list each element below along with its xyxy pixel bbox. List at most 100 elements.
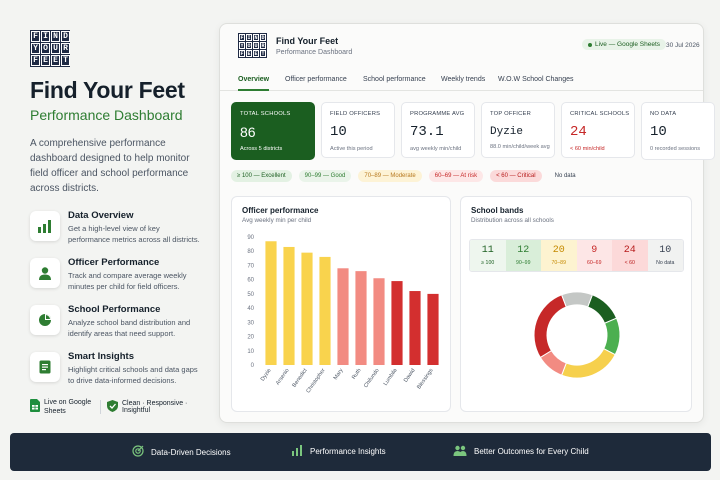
logo-letter: N [51, 31, 60, 42]
brand-title: Find Your Feet [30, 77, 185, 103]
panel-title: School bands [471, 206, 524, 215]
panel-subtitle: Distribution across all schools [471, 217, 554, 224]
brand-description: A comprehensive performance dashboard de… [30, 138, 190, 194]
tab-school-performance[interactable]: School performance [363, 76, 426, 83]
kpi-field-officers[interactable]: FIELD OFFICERS 10 Active this period [321, 102, 395, 158]
donut-slice[interactable] [603, 317, 621, 356]
logo-letter: Y [239, 42, 245, 49]
bar-chart-icon [30, 211, 60, 241]
legend-item: No data [554, 173, 576, 179]
kpi-top-officer[interactable]: TOP OFFICER Dyzie 88.0 min/child/week av… [481, 102, 555, 158]
kpi-value: 86 [240, 124, 256, 140]
target-icon [132, 445, 144, 459]
logo-letter: O [246, 42, 252, 49]
logo-letter: F [239, 34, 245, 41]
logo-letter: E [41, 55, 50, 66]
feature-title: Officer Performance [68, 257, 160, 268]
dashboard-subtitle: Performance Dashboard [276, 48, 353, 56]
band-count: 24 [623, 245, 636, 256]
footer-item-outcomes: Better Outcomes for Every Child [453, 445, 589, 458]
bar-benedict[interactable] [301, 252, 313, 365]
bar-chifundo[interactable] [373, 278, 385, 365]
band-count: 10 [659, 245, 672, 256]
dashboard-window: F I N D Y O U R F E E T Find Your Feet P… [219, 23, 715, 423]
band-range: 90–99 [516, 260, 531, 266]
donut-slice[interactable] [533, 294, 567, 359]
footer-label: Better Outcomes for Every Child [474, 447, 589, 456]
logo-letter: D [61, 31, 70, 42]
band-cell: 24 < 60 [612, 240, 648, 271]
feature-school-performance: School Performance Analyze school band d… [30, 304, 212, 339]
footer-item-data-driven: Data-Driven Decisions [132, 445, 231, 459]
person-icon [30, 258, 60, 288]
band-range: 60–69 [587, 260, 602, 266]
badge-row: Live on Google Sheets Clean · Responsive… [30, 398, 212, 416]
kpi-critical-schools[interactable]: CRITICAL SCHOOLS 24 < 60 min/child [561, 102, 635, 158]
quality-badge: Clean · Responsive · Insightful [100, 400, 212, 414]
kpi-label: FIELD OFFICERS [330, 111, 381, 117]
logo-letter: R [61, 43, 70, 54]
bar-mary[interactable] [337, 268, 349, 365]
bar-dawid[interactable] [409, 291, 421, 365]
status-dot-icon [588, 42, 592, 47]
kpi-note: Active this period [330, 146, 373, 152]
bar-dyzie[interactable] [265, 241, 277, 365]
feature-description: Get a high-level view of key performance… [68, 224, 200, 244]
pie-chart-icon [30, 305, 60, 335]
report-date: 30 Jul 2026 [666, 42, 700, 49]
x-tick-label: Ruth [351, 368, 363, 381]
feature-description: Highlight critical schools and data gaps… [68, 365, 198, 385]
logo-letter: E [253, 50, 259, 57]
logo-letter: F [239, 50, 245, 57]
donut-slice[interactable] [560, 291, 594, 308]
logo-letter: Y [31, 43, 40, 54]
logo-letter: D [260, 34, 266, 41]
band-range: < 60 [624, 260, 635, 266]
bar-ruth[interactable] [355, 271, 367, 365]
dashboard-logo: F I N D Y O U R F E E T [238, 33, 267, 58]
kpi-value: 24 [570, 124, 587, 140]
kpi-programme-avg[interactable]: PROGRAMME AVG 73.1 avg weekly min/child [401, 102, 475, 158]
band-count: 11 [481, 245, 494, 256]
legend-item: ≥ 100 — Excellent [231, 170, 292, 182]
dashboard-title: Find Your Feet [276, 35, 339, 46]
logo-letter: U [51, 43, 60, 54]
legend-item: 60–69 — At risk [428, 170, 484, 182]
kpi-note: 88.0 min/child/week avg [490, 144, 550, 150]
feature-data-overview: Data Overview Get a high-level view of k… [30, 210, 212, 245]
y-tick-label: 20 [247, 335, 254, 341]
logo-letter: T [260, 50, 266, 57]
legend-item: 70–89 — Moderate [358, 170, 422, 182]
find-your-feet-logo: F I N D Y O U R F E E T [30, 30, 70, 67]
tab-wow-school-changes[interactable]: W.O.W School Changes [498, 76, 574, 83]
x-tick-label: Lumbila [383, 367, 400, 387]
logo-letter: I [246, 34, 252, 41]
kpi-no-data[interactable]: NO DATA 10 0 recorded sessions [641, 102, 715, 160]
x-tick-label: Chifundo [363, 368, 381, 389]
panel-title: Officer performance [242, 206, 319, 215]
bar-arsenio[interactable] [283, 246, 295, 365]
x-tick-label: Dyzie [260, 368, 273, 383]
x-tick-label: Dawid [403, 368, 417, 384]
donut-slice[interactable] [560, 348, 616, 379]
bar-chart-icon [291, 445, 303, 458]
google-sheets-badge-label: Live on Google Sheets [44, 399, 92, 415]
kpi-label: NO DATA [650, 111, 677, 117]
tab-overview[interactable]: Overview [238, 76, 270, 91]
kpi-total-schools[interactable]: TOTAL SCHOOLS 86 Across 5 districts [231, 102, 315, 160]
logo-letter: F [31, 55, 40, 66]
logo-letter: I [41, 31, 50, 42]
x-tick-label: Blessings [416, 368, 435, 391]
officer-performance-panel: Officer performance Avg weekly min per c… [231, 196, 451, 412]
donut-slice[interactable] [587, 294, 618, 324]
bar-christopher[interactable] [319, 256, 331, 365]
feature-title: School Performance [68, 304, 161, 315]
band-count: 9 [591, 245, 598, 256]
footer-label: Data-Driven Decisions [151, 447, 231, 457]
kpi-label: TOTAL SCHOOLS [240, 111, 291, 117]
bar-blessings[interactable] [427, 293, 439, 365]
tab-officer-performance[interactable]: Officer performance [285, 76, 347, 83]
tab-weekly-trends[interactable]: Weekly trends [441, 76, 486, 83]
band-cell: 20 70–89 [541, 240, 577, 271]
bar-lumbila[interactable] [391, 281, 403, 365]
